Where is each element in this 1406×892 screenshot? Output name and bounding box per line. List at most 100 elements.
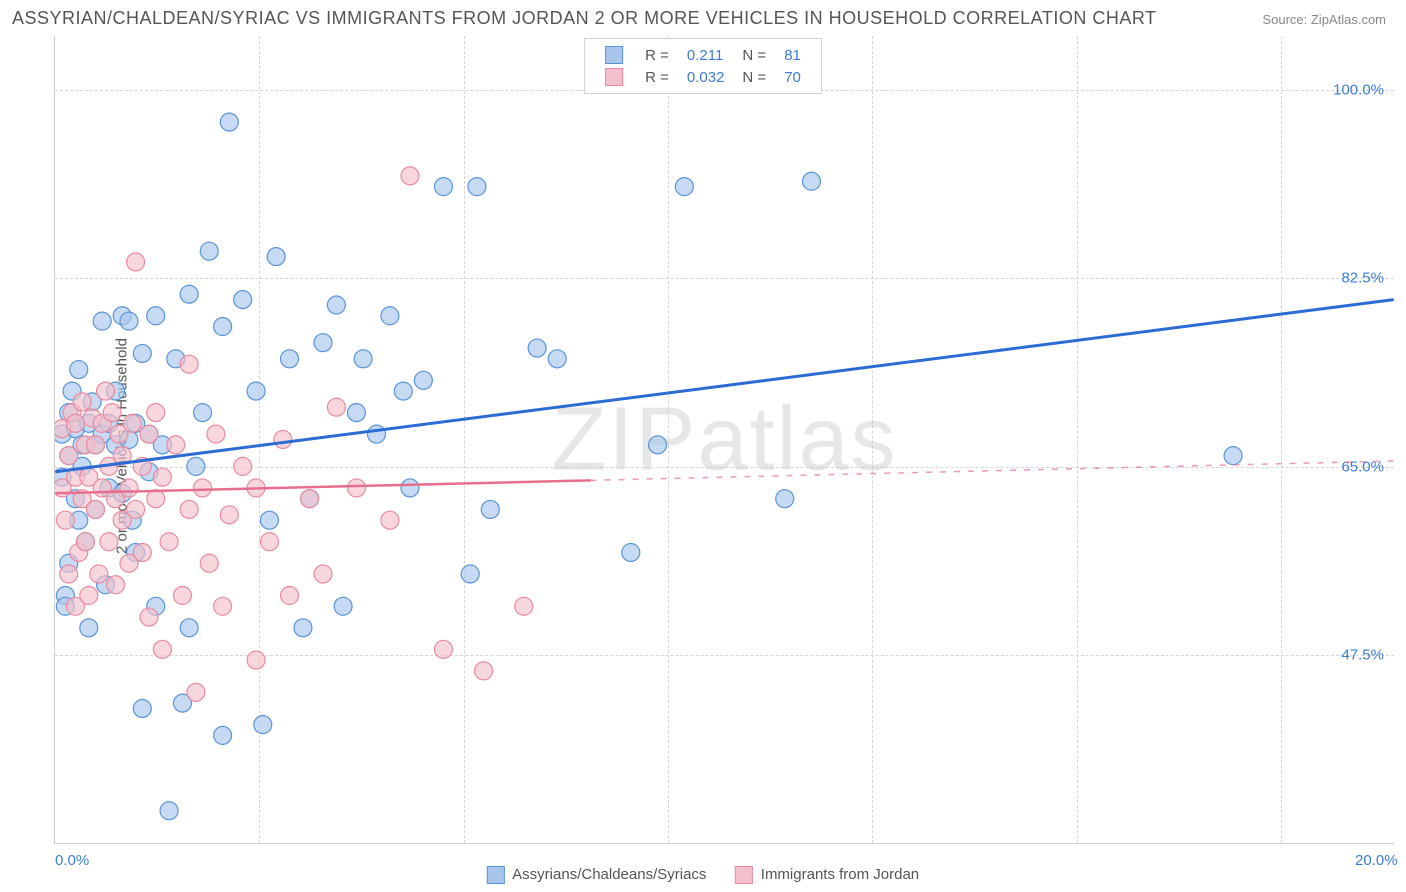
data-point	[260, 511, 278, 529]
data-point	[80, 619, 98, 637]
data-point	[461, 565, 479, 583]
data-point	[60, 447, 78, 465]
x-tick-label: 0.0%	[55, 852, 89, 869]
data-point	[123, 414, 141, 432]
data-point	[622, 543, 640, 561]
data-point	[200, 554, 218, 572]
data-point	[100, 533, 118, 551]
data-point	[90, 565, 108, 583]
data-point	[187, 683, 205, 701]
data-point	[281, 350, 299, 368]
data-point	[434, 640, 452, 658]
data-point	[803, 172, 821, 190]
data-point	[528, 339, 546, 357]
data-point	[127, 500, 145, 518]
data-point	[548, 350, 566, 368]
data-point	[314, 334, 332, 352]
data-point	[167, 436, 185, 454]
legend-row-series-1: R = 0.211 N = 81	[597, 45, 809, 65]
data-point	[247, 651, 265, 669]
r-value-2: 0.032	[679, 67, 733, 87]
data-point	[294, 619, 312, 637]
data-point	[220, 113, 238, 131]
n-value-1: 81	[776, 45, 809, 65]
data-point	[133, 344, 151, 362]
data-point	[103, 404, 121, 422]
data-point	[93, 312, 111, 330]
data-point	[153, 640, 171, 658]
data-point	[281, 587, 299, 605]
data-point	[368, 425, 386, 443]
data-point	[207, 425, 225, 443]
data-point	[180, 355, 198, 373]
swatch-bottom-2	[735, 866, 753, 884]
data-point	[86, 500, 104, 518]
data-point	[147, 490, 165, 508]
data-point	[475, 662, 493, 680]
data-point	[120, 312, 138, 330]
data-point	[107, 576, 125, 594]
data-point	[86, 436, 104, 454]
data-point	[60, 565, 78, 583]
data-point	[97, 382, 115, 400]
plot-area: ZIPatlas 47.5%65.0%82.5%100.0%0.0%20.0%	[54, 36, 1394, 844]
legend-item-2: Immigrants from Jordan	[735, 866, 920, 883]
r-value-1: 0.211	[679, 45, 733, 65]
series-legend: Assyrians/Chaldeans/Syriacs Immigrants f…	[475, 866, 931, 884]
data-point	[173, 587, 191, 605]
data-point	[140, 425, 158, 443]
data-point	[414, 371, 432, 389]
data-point	[675, 178, 693, 196]
data-point	[127, 253, 145, 271]
x-tick-label: 20.0%	[1355, 852, 1398, 869]
data-point	[247, 382, 265, 400]
data-point	[401, 479, 419, 497]
n-value-2: 70	[776, 67, 809, 87]
data-point	[180, 285, 198, 303]
swatch-bottom-1	[487, 866, 505, 884]
chart-title: ASSYRIAN/CHALDEAN/SYRIAC VS IMMIGRANTS F…	[12, 8, 1157, 29]
data-point	[327, 296, 345, 314]
data-point	[260, 533, 278, 551]
data-point	[147, 307, 165, 325]
data-point	[1224, 447, 1242, 465]
data-point	[180, 500, 198, 518]
data-point	[394, 382, 412, 400]
data-point	[267, 248, 285, 266]
data-point	[327, 398, 345, 416]
data-point	[220, 506, 238, 524]
data-point	[200, 242, 218, 260]
data-point	[76, 533, 94, 551]
correlation-legend: R = 0.211 N = 81 R = 0.032 N = 70	[584, 38, 822, 94]
swatch-series-1	[605, 46, 623, 64]
data-point	[133, 700, 151, 718]
data-point	[468, 178, 486, 196]
data-point	[401, 167, 419, 185]
data-point	[434, 178, 452, 196]
data-point	[160, 802, 178, 820]
data-point	[649, 436, 667, 454]
data-point	[194, 404, 212, 422]
data-point	[254, 716, 272, 734]
data-point	[334, 597, 352, 615]
data-point	[147, 404, 165, 422]
data-point	[234, 457, 252, 475]
data-point	[381, 307, 399, 325]
data-point	[301, 490, 319, 508]
data-point	[274, 431, 292, 449]
data-point	[776, 490, 794, 508]
data-point	[180, 619, 198, 637]
data-point	[80, 587, 98, 605]
data-point	[66, 414, 84, 432]
data-point	[214, 318, 232, 336]
data-point	[120, 479, 138, 497]
data-point	[347, 404, 365, 422]
data-point	[160, 533, 178, 551]
legend-item-1: Assyrians/Chaldeans/Syriacs	[487, 866, 711, 883]
data-point	[214, 597, 232, 615]
data-point	[73, 393, 91, 411]
source-attribution: Source: ZipAtlas.com	[1262, 12, 1386, 27]
trend-line-extension	[591, 461, 1394, 480]
data-point	[515, 597, 533, 615]
chart-svg	[55, 36, 1394, 843]
